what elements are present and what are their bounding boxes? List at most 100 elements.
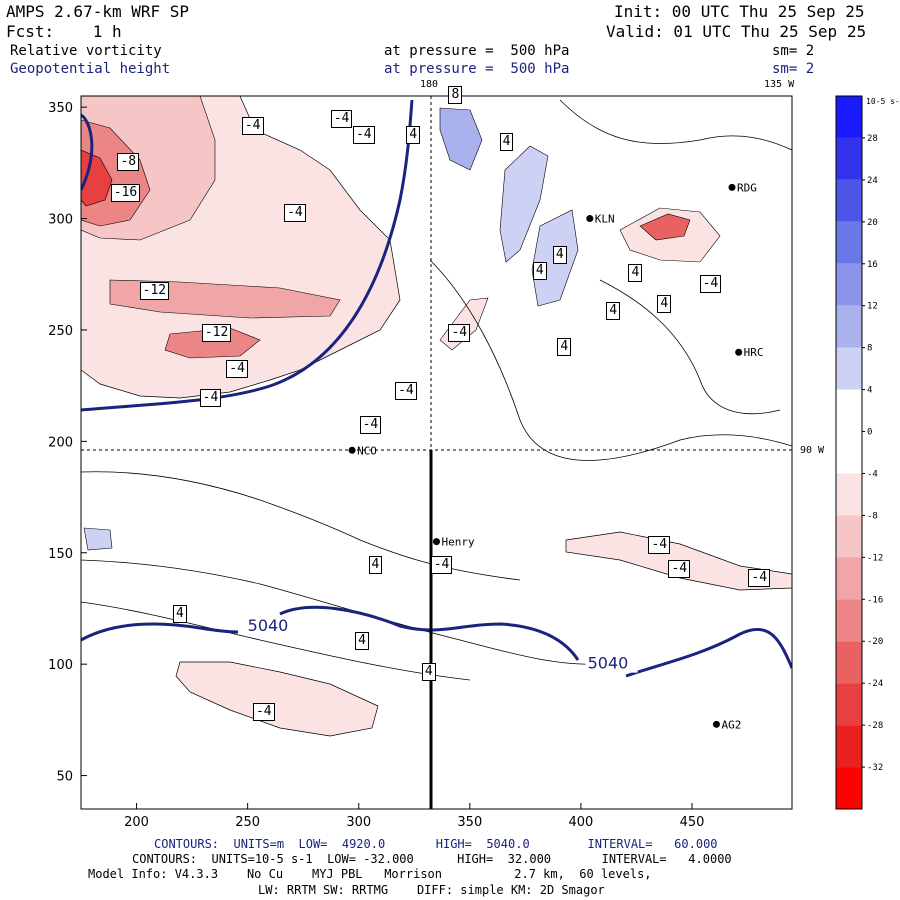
colorbar-tick-label: -8 xyxy=(867,511,878,521)
vorticity-contour-label: -4 xyxy=(699,275,722,294)
colorbar-swatch xyxy=(836,96,862,138)
colorbar-tick-label: 0 xyxy=(867,428,872,438)
station-marker xyxy=(712,720,720,728)
x-tick-label: 450 xyxy=(680,815,705,830)
footer-vorticity-contours: CONTOURS: UNITS=10-5 s-1 LOW= -32.000 HI… xyxy=(132,852,732,866)
colorbar-swatch xyxy=(836,389,862,432)
station-label: NCO xyxy=(357,444,377,457)
station-marker xyxy=(735,348,743,356)
colorbar-tick-label: 28 xyxy=(867,134,878,144)
colorbar-tick-label: 16 xyxy=(867,260,878,270)
init-time: Init: 00 UTC Thu 25 Sep 25 xyxy=(614,2,865,21)
y-tick-label: 300 xyxy=(48,213,73,228)
colorbar-tick-label: -12 xyxy=(867,553,883,563)
station-marker xyxy=(433,538,440,546)
colorbar-swatch xyxy=(836,473,862,516)
y-tick-label: 150 xyxy=(48,547,73,562)
vorticity-contour-label: 4 xyxy=(355,631,369,650)
vorticity-contour-label: -4 xyxy=(359,415,382,434)
colorbar-tick-label: -20 xyxy=(867,637,883,647)
colorbar-swatch xyxy=(836,263,862,306)
colorbar-tick-label: 12 xyxy=(867,302,878,312)
colorbar-tick-label: -32 xyxy=(867,763,883,773)
vorticity-contour-label: -4 xyxy=(284,203,306,222)
vorticity-contour-label: -16 xyxy=(110,183,141,202)
longitude-label-90w: 90 W xyxy=(800,445,825,456)
valid-time: Valid: 01 UTC Thu 25 Sep 25 xyxy=(606,22,867,41)
vorticity-shade-neg-ne-core xyxy=(639,213,691,241)
vorticity-contour-label: -4 xyxy=(448,324,471,343)
colorbar-tick-label: 8 xyxy=(867,344,872,354)
footer-physics-info: LW: RRTM SW: RRTMG DIFF: simple KM: 2D S… xyxy=(258,883,605,897)
colorbar-tick-label: -24 xyxy=(867,679,883,689)
height-label-bg xyxy=(585,654,638,673)
vorticity-contour-label: -8 xyxy=(117,152,140,171)
vorticity-shade-pos-west xyxy=(83,527,113,551)
y-tick-label: 100 xyxy=(48,658,73,673)
vorticity-contour-label: -4 xyxy=(430,555,453,574)
colorbar-swatch xyxy=(836,599,862,642)
vorticity-contour-line xyxy=(599,279,781,415)
colorbar-swatch xyxy=(836,347,862,390)
vorticity-contour-label: 4 xyxy=(172,604,187,623)
vorticity-contour-label: 4 xyxy=(421,662,436,681)
vorticity-contour-label: -4 xyxy=(395,382,417,401)
height-label-bg xyxy=(245,616,298,635)
height-contour-label: 5040 xyxy=(588,654,629,673)
vorticity-contour-label: 4 xyxy=(532,261,547,280)
plot-frame xyxy=(80,95,793,810)
x-tick-label: 350 xyxy=(457,815,482,830)
vorticity-contour-label: 4 xyxy=(628,264,643,283)
field2-name: Geopotential height xyxy=(10,61,171,77)
geopotential-height-contour xyxy=(81,99,414,412)
station-label: AG2 xyxy=(721,718,741,731)
colorbar-tick-label: -28 xyxy=(867,721,883,731)
vorticity-contour-label: -4 xyxy=(748,569,771,588)
station-label: Henry xyxy=(442,536,475,549)
field1-name: Relative vorticity xyxy=(10,43,162,59)
vorticity-shade-neg-south1 xyxy=(175,661,379,737)
station-marker xyxy=(728,183,736,191)
vorticity-contour-label: -4 xyxy=(226,359,248,378)
longitude-label-180: 180 xyxy=(420,79,439,90)
colorbar-tick-label: -4 xyxy=(867,469,878,479)
colorbar-swatch xyxy=(836,431,862,474)
station-label: HRC xyxy=(744,346,764,359)
vorticity-contour-label: -4 xyxy=(648,535,671,554)
x-tick-label: 400 xyxy=(569,815,594,830)
vorticity-contour-label: 4 xyxy=(368,555,383,574)
y-tick-label: 50 xyxy=(56,770,73,785)
footer-height-contours: CONTOURS: UNITS=m LOW= 4920.0 HIGH= 5040… xyxy=(154,837,718,851)
x-tick-label: 200 xyxy=(124,815,149,830)
vorticity-contour-label: 4 xyxy=(552,246,567,265)
station-label: KLN xyxy=(595,213,615,226)
field2-level: at pressure = 500 hPa xyxy=(384,61,570,77)
longitude-label-135w: 135 W xyxy=(764,79,795,90)
station-marker xyxy=(586,215,594,223)
vorticity-contour-label: -4 xyxy=(199,388,222,407)
vorticity-contour-label: 4 xyxy=(406,125,421,144)
colorbar-swatch xyxy=(836,683,862,726)
vorticity-shade-pos-streak xyxy=(499,145,549,263)
vorticity-shade-pos-top xyxy=(439,107,483,171)
vorticity-contour-label: -4 xyxy=(352,125,375,144)
colorbar-tick-label: 24 xyxy=(867,176,878,186)
geopotential-height-contour xyxy=(625,627,792,678)
colorbar-swatch xyxy=(836,725,862,768)
geopotential-height-contour xyxy=(279,605,580,661)
station-marker xyxy=(348,446,356,454)
vorticity-contour-label: 4 xyxy=(557,337,572,356)
y-tick-label: 200 xyxy=(48,435,73,450)
y-tick-label: 350 xyxy=(48,101,73,116)
vorticity-contour-label: 8 xyxy=(448,85,463,104)
colorbar-unit-label: 10-5 s-1 xyxy=(866,97,900,106)
vorticity-contour-label: -12 xyxy=(139,281,170,300)
station-label: RDG xyxy=(737,181,757,194)
colorbar-swatch xyxy=(836,557,862,600)
x-tick-label: 250 xyxy=(235,815,260,830)
vorticity-contour-line xyxy=(81,601,471,681)
colorbar-tick-label: 20 xyxy=(867,218,878,228)
footer-model-info: Model Info: V4.3.3 No Cu MYJ PBL Morriso… xyxy=(88,867,652,881)
